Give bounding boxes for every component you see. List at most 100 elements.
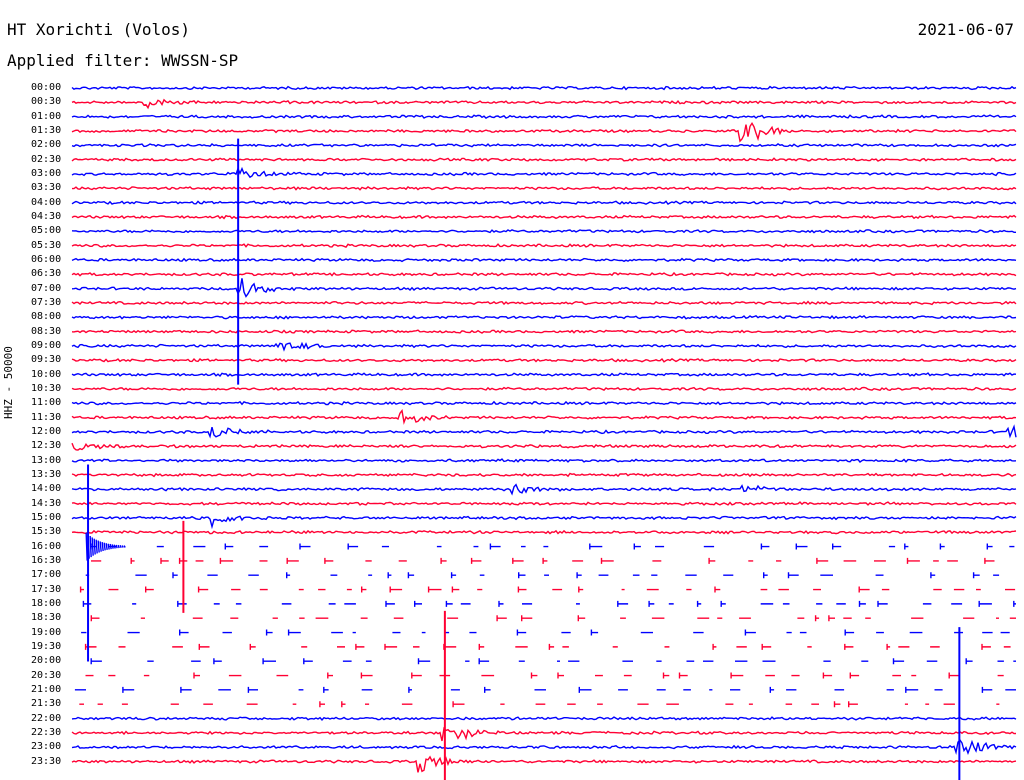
row-time-label: 19:30 <box>31 640 62 652</box>
row-time-label: 09:00 <box>31 339 62 351</box>
row-time-label: 11:30 <box>31 411 62 423</box>
trace-row <box>71 529 1017 535</box>
trace-row <box>71 400 1017 406</box>
row-time-label: 12:00 <box>31 425 62 437</box>
row-time-label: 07:30 <box>31 296 62 308</box>
row-time-label: 08:30 <box>31 325 62 337</box>
trace-row <box>71 357 1017 363</box>
trace-row <box>71 157 1017 162</box>
row-time-label: 12:30 <box>31 440 62 452</box>
row-time-label: 08:00 <box>31 311 62 323</box>
trace-row <box>71 214 1017 220</box>
trace-row <box>71 114 1017 119</box>
row-time-label: 15:00 <box>31 511 62 523</box>
row-time-label: 18:30 <box>31 612 62 624</box>
trace-row <box>71 329 1017 334</box>
trace-row <box>71 424 1017 439</box>
trace-row <box>71 243 1017 248</box>
trace-row <box>71 442 1017 451</box>
trace-row <box>71 121 1017 143</box>
row-time-label: 15:30 <box>31 526 62 538</box>
time-labels: 00:00 00:30 01:00 01:30 02:00 02:30 03:00 03:30… <box>0 0 64 780</box>
trace-row <box>71 515 1017 530</box>
trace-row <box>71 472 1017 478</box>
trace-row <box>71 85 1017 91</box>
trace-row <box>71 278 1017 298</box>
trace-row <box>71 341 1017 352</box>
row-time-label: 21:00 <box>31 683 62 695</box>
row-time-label: 06:00 <box>31 253 62 265</box>
trace-row <box>79 701 1000 708</box>
station-title: HT Xorichti (Volos) <box>7 20 191 39</box>
row-time-label: 13:30 <box>31 468 62 480</box>
trace-row <box>71 314 1017 320</box>
trace-row <box>90 615 1016 622</box>
row-time-label: 06:30 <box>31 268 62 280</box>
row-time-label: 11:00 <box>31 397 62 409</box>
trace-row <box>71 386 1017 392</box>
trace-row <box>81 629 1010 636</box>
row-time-label: 03:00 <box>31 167 62 179</box>
row-time-label: 01:30 <box>31 124 62 136</box>
row-time-label: 00:00 <box>31 82 62 93</box>
record-date: 2021-06-07 <box>917 20 1014 39</box>
trace-row <box>71 229 1016 234</box>
trace-row <box>71 372 1017 378</box>
row-time-label: 22:30 <box>31 726 62 738</box>
trace-row <box>71 143 1017 148</box>
row-time-label: 01:00 <box>31 110 62 122</box>
row-time-label: 14:30 <box>31 497 62 509</box>
trace-row <box>71 271 1017 277</box>
row-time-label: 00:30 <box>31 96 62 108</box>
trace-row <box>74 686 1016 693</box>
trace-row <box>71 300 1017 306</box>
trace-row <box>71 739 1017 756</box>
filter-label: Applied filter: WWSSN-SP <box>7 51 239 70</box>
row-time-label: 17:30 <box>31 583 62 595</box>
row-time-label: 18:00 <box>31 597 62 609</box>
row-time-label: 23:30 <box>31 755 62 767</box>
trace-row <box>84 643 1011 650</box>
row-time-label: 20:30 <box>31 669 62 681</box>
row-time-label: 04:00 <box>31 196 62 208</box>
trace-row <box>71 98 1017 110</box>
row-time-label: 04:30 <box>31 210 62 222</box>
row-time-label: 16:30 <box>31 554 62 566</box>
row-time-label: 19:00 <box>31 626 62 638</box>
trace-row <box>71 726 1017 742</box>
trace-row <box>85 672 1004 679</box>
trace-row <box>71 257 1017 263</box>
row-time-label: 02:00 <box>31 139 62 151</box>
row-time-label: 07:00 <box>31 282 62 294</box>
row-time-label: 22:00 <box>31 712 62 724</box>
row-time-label: 02:30 <box>31 153 62 165</box>
trace-row <box>71 716 1017 721</box>
trace-row <box>85 532 1015 561</box>
row-time-label: 16:00 <box>31 540 62 552</box>
row-time-label: 20:00 <box>31 655 62 667</box>
trace-row <box>71 755 1017 773</box>
trace-row <box>71 458 1017 463</box>
trace-row <box>85 572 1000 579</box>
trace-row <box>79 586 1016 593</box>
trace-row <box>71 501 1017 506</box>
row-time-label: 10:00 <box>31 368 62 380</box>
row-time-label: 21:30 <box>31 698 62 710</box>
trace-row <box>71 483 1017 496</box>
row-time-label: 05:00 <box>31 225 62 237</box>
trace-row <box>71 166 1017 179</box>
row-time-label: 14:00 <box>31 483 62 495</box>
trace-row <box>71 200 1017 206</box>
row-time-label: 10:30 <box>31 382 62 394</box>
trace-row <box>82 600 1016 607</box>
trace-row <box>91 557 995 564</box>
trace-row <box>71 409 1017 425</box>
row-time-label: 03:30 <box>31 182 62 194</box>
row-time-label: 09:30 <box>31 354 62 366</box>
row-time-label: 05:30 <box>31 239 62 251</box>
trace-row <box>90 658 1016 665</box>
trace-row <box>72 185 1017 191</box>
row-time-label: 13:00 <box>31 454 62 466</box>
row-time-label: 17:00 <box>31 569 62 581</box>
